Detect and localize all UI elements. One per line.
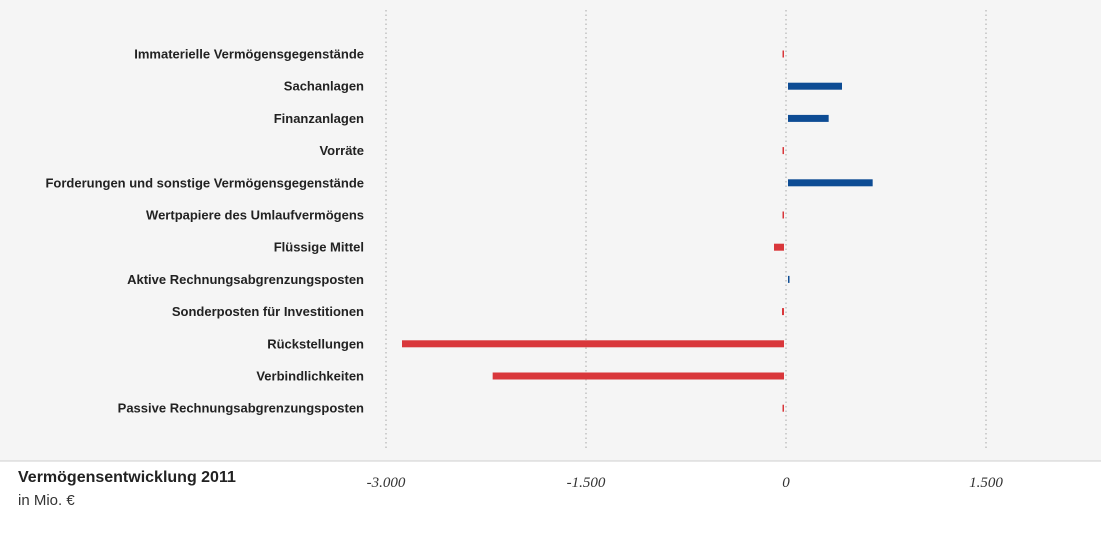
x-tick-label-2: 0: [782, 475, 790, 491]
category-label-4: Forderungen und sonstige Vermögensgegens…: [45, 175, 364, 190]
bar-8: [782, 308, 784, 316]
category-label-0: Immaterielle Vermögensgegenstände: [134, 47, 364, 62]
category-label-5: Wertpapiere des Umlaufvermögens: [146, 208, 364, 223]
bar-11: [782, 404, 784, 412]
bar-0: [782, 50, 784, 58]
chart-title: Vermögensentwicklung 2011: [18, 469, 236, 486]
category-label-2: Finanzanlagen: [274, 111, 364, 126]
category-label-10: Verbindlichkeiten: [256, 369, 364, 384]
category-label-7: Aktive Rechnungsabgrenzungsposten: [127, 272, 364, 287]
bar-5: [782, 211, 784, 219]
bar-7: [788, 275, 790, 283]
bar-1: [788, 82, 842, 90]
x-tick-label-3: 1.500: [969, 475, 1003, 491]
category-label-8: Sonderposten für Investitionen: [172, 304, 364, 319]
bar-10: [492, 372, 784, 380]
chart-subtitle: in Mio. €: [18, 492, 75, 509]
category-label-1: Sachanlagen: [284, 79, 364, 94]
category-label-6: Flüssige Mittel: [274, 240, 364, 255]
category-label-9: Rückstellungen: [267, 336, 364, 351]
category-label-3: Vorräte: [319, 143, 364, 158]
bar-2: [788, 114, 829, 122]
x-tick-label-0: -3.000: [367, 475, 406, 491]
plot-area: [0, 0, 1101, 461]
category-label-11: Passive Rechnungsabgrenzungsposten: [118, 401, 364, 416]
bar-9: [402, 340, 784, 348]
x-tick-label-1: -1.500: [567, 475, 606, 491]
bar-3: [782, 147, 784, 155]
bar-4: [788, 179, 873, 187]
bar-6: [774, 243, 784, 251]
